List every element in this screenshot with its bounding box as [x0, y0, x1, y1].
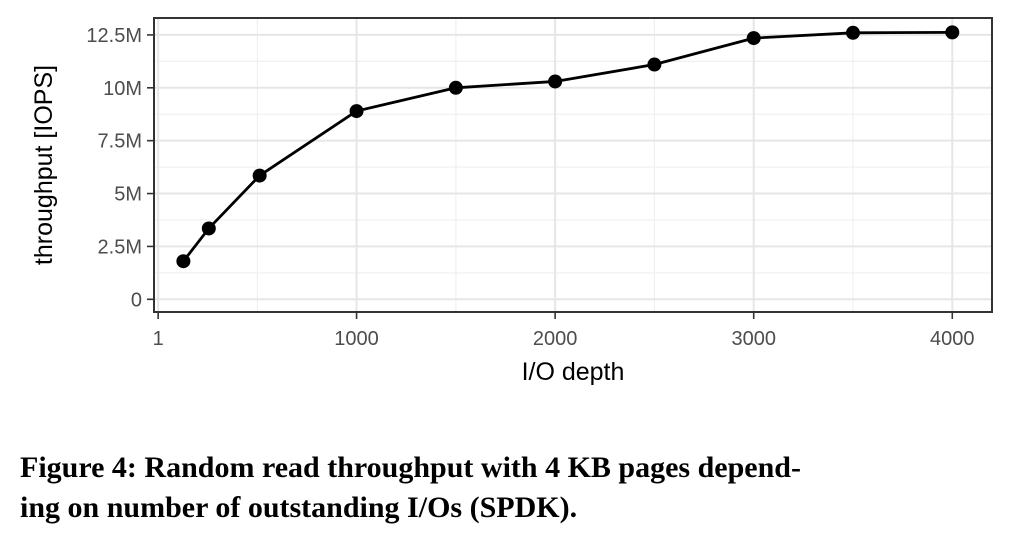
y-tick-label: 10M	[103, 78, 142, 100]
x-tick-label: 2000	[533, 328, 578, 350]
data-point	[252, 168, 267, 183]
grid	[154, 18, 992, 312]
x-tick-label: 1	[153, 328, 164, 350]
x-tick-label: 1000	[334, 328, 379, 350]
y-tick-label: 12.5M	[86, 25, 142, 47]
x-axis-title: I/O depth	[522, 358, 625, 386]
y-tick-label: 7.5M	[98, 131, 142, 153]
x-tick-label: 3000	[731, 328, 776, 350]
line-chart: 1 1000 2000 3000 4000 0 2.5M 5M 7.5M 10M 12.5M I/O…	[30, 17, 993, 386]
y-tick-label: 0	[131, 289, 142, 311]
figure-caption: Figure 4: Random read throughput with 4 …	[20, 448, 1010, 528]
y-axis-title: throughput [IOPS]	[30, 65, 58, 265]
data-point	[647, 57, 662, 72]
plot-panel-border	[153, 17, 993, 313]
data-point	[746, 31, 761, 46]
x-tick-label: 4000	[930, 328, 975, 350]
data-point	[176, 254, 191, 269]
caption-line-1: Figure 4: Random read throughput with 4 …	[20, 451, 801, 484]
caption-line-2: ing on number of outstanding I/Os (SPDK)…	[20, 491, 578, 524]
y-tick-label: 2.5M	[98, 236, 142, 258]
data-point	[845, 25, 860, 40]
data-point	[201, 221, 216, 236]
series	[176, 25, 960, 269]
data-point	[945, 25, 960, 40]
data-point	[448, 80, 463, 95]
data-point	[349, 104, 364, 119]
axes: 1 1000 2000 3000 4000 0 2.5M 5M 7.5M 10M 12.5M	[86, 25, 974, 350]
data-point	[548, 74, 563, 89]
series-line	[182, 30, 953, 263]
y-tick-label: 5M	[114, 184, 142, 206]
